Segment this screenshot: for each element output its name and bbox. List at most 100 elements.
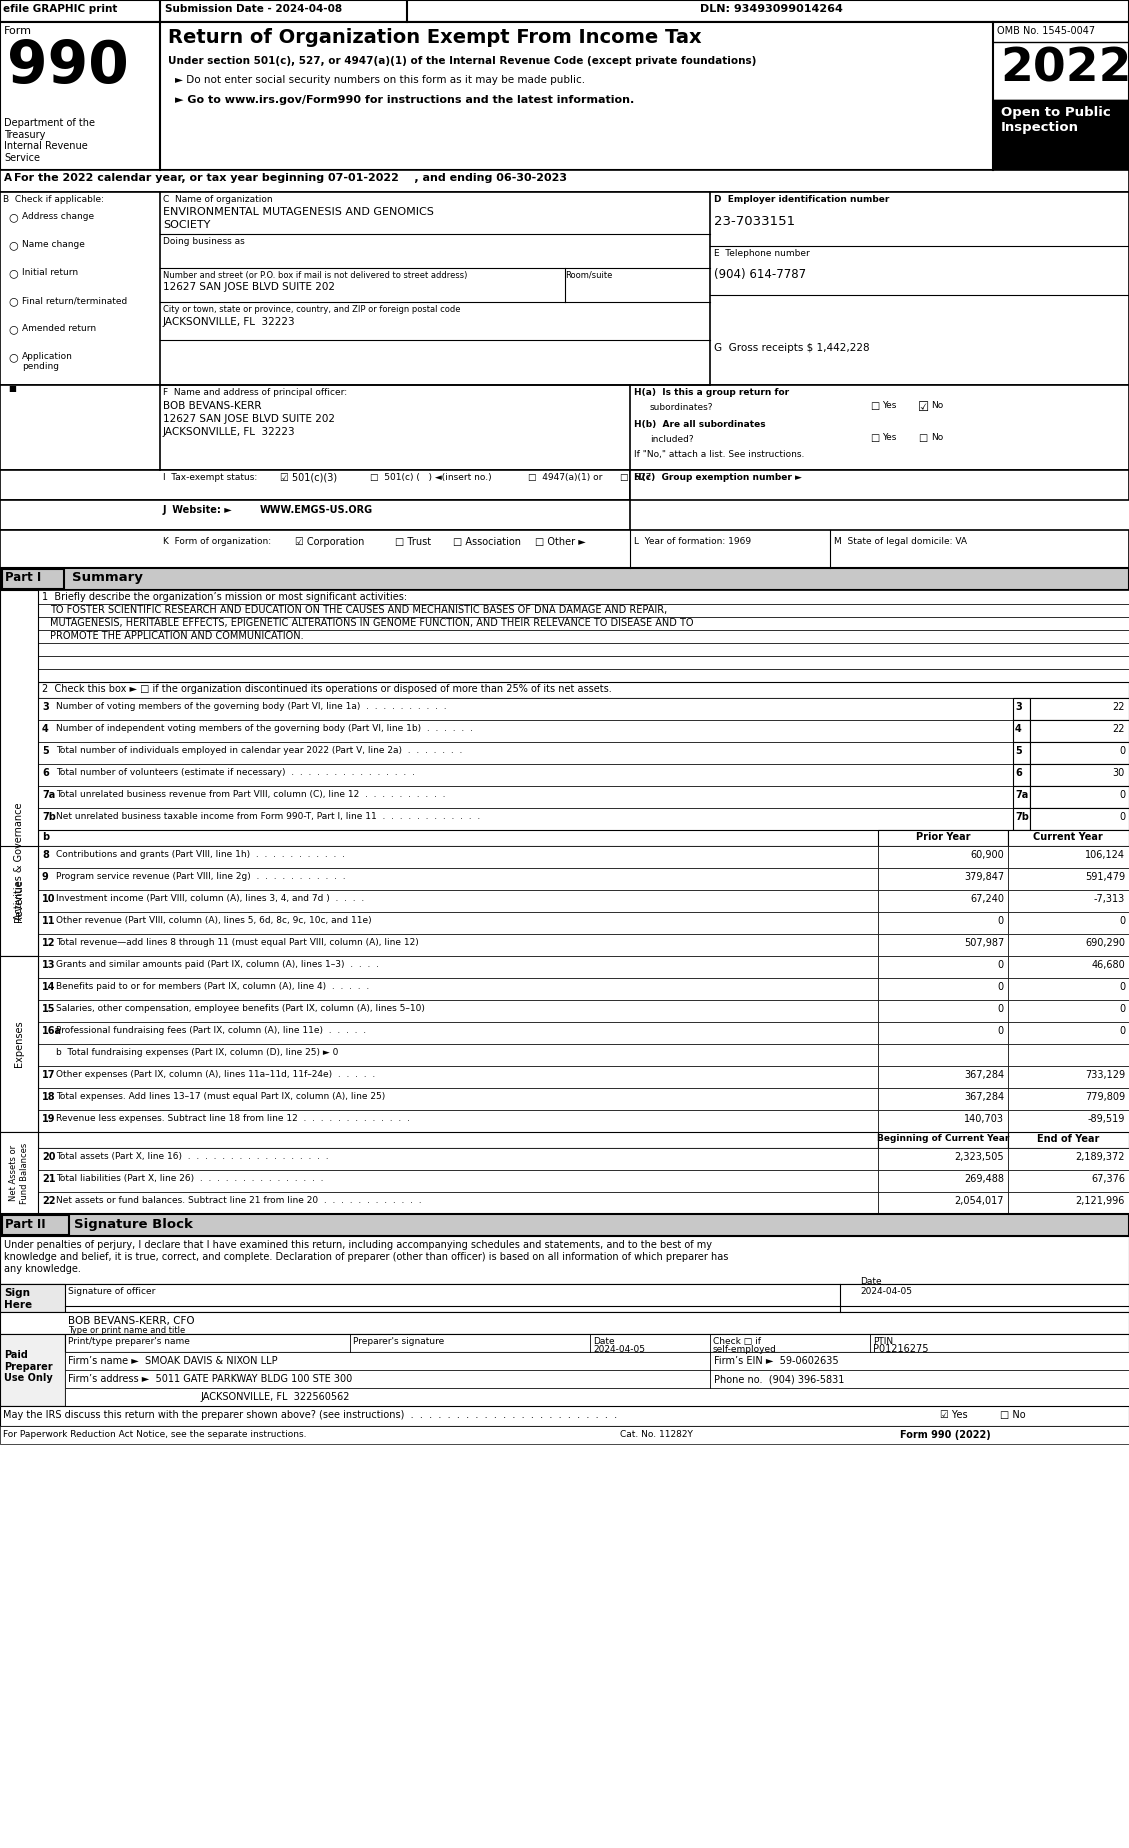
Text: Phone no.  (904) 396-5831: Phone no. (904) 396-5831 [714, 1375, 844, 1384]
Text: 11: 11 [42, 917, 55, 926]
Bar [0, 384, 1129, 469]
Bar [65, 1334, 1129, 1353]
Text: 1  Briefly describe the organization’s mission or most significant activities:: 1 Briefly describe the organization’s mi… [42, 591, 408, 602]
Bar [38, 643, 1129, 656]
Text: 690,290: 690,290 [1085, 939, 1124, 948]
Bar [38, 785, 1013, 808]
Bar [878, 830, 1008, 846]
Text: 990: 990 [7, 39, 129, 94]
Text: Activities & Governance: Activities & Governance [14, 802, 24, 920]
Bar [1013, 699, 1030, 721]
Bar [878, 1088, 1008, 1111]
Bar [1008, 869, 1129, 891]
Bar [1013, 830, 1030, 846]
Text: 2,323,505: 2,323,505 [954, 1151, 1004, 1162]
Bar [1013, 721, 1030, 743]
Text: ○: ○ [8, 213, 18, 222]
Bar [878, 1170, 1008, 1192]
Text: efile GRAPHIC print: efile GRAPHIC print [3, 4, 117, 15]
Bar [38, 808, 1013, 830]
Text: 591,479: 591,479 [1085, 872, 1124, 881]
Text: Firm’s name ►  SMOAK DAVIS & NIXON LLP: Firm’s name ► SMOAK DAVIS & NIXON LLP [68, 1356, 278, 1366]
Text: 6: 6 [42, 769, 49, 778]
Bar [1008, 1000, 1129, 1022]
Text: 60,900: 60,900 [970, 850, 1004, 859]
Bar [0, 1427, 1129, 1443]
Text: 0: 0 [998, 1026, 1004, 1037]
Text: 13: 13 [42, 959, 55, 970]
Text: May the IRS discuss this return with the preparer shown above? (see instructions: May the IRS discuss this return with the… [3, 1410, 618, 1419]
Bar [1030, 763, 1129, 785]
Text: Total liabilities (Part X, line 26)  .  .  .  .  .  .  .  .  .  .  .  .  .  .  .: Total liabilities (Part X, line 26) . . … [56, 1173, 324, 1183]
Text: Application
pending: Application pending [21, 351, 73, 371]
Text: 20: 20 [42, 1151, 55, 1162]
Text: 67,240: 67,240 [970, 894, 1004, 904]
Text: E  Telephone number: E Telephone number [714, 249, 809, 259]
Bar [2, 569, 64, 590]
Bar [878, 913, 1008, 933]
Text: Number of independent voting members of the governing body (Part VI, line 1b)  .: Number of independent voting members of … [56, 724, 473, 734]
Text: Summary: Summary [72, 571, 143, 584]
Bar [0, 0, 1129, 22]
Bar [1008, 955, 1129, 978]
Bar [0, 1284, 1129, 1312]
Bar [1008, 913, 1129, 933]
Text: included?: included? [650, 434, 693, 444]
Bar [1008, 933, 1129, 955]
Text: 5: 5 [1015, 747, 1022, 756]
Text: ► Go to www.irs.gov/Form990 for instructions and the latest information.: ► Go to www.irs.gov/Form990 for instruct… [175, 94, 634, 105]
Text: Total assets (Part X, line 16)  .  .  .  .  .  .  .  .  .  .  .  .  .  .  .  .  : Total assets (Part X, line 16) . . . . .… [56, 1151, 329, 1161]
Text: Benefits paid to or for members (Part IX, column (A), line 4)  .  .  .  .  .: Benefits paid to or for members (Part IX… [56, 981, 369, 991]
Bar [0, 1406, 1129, 1427]
Text: 7b: 7b [1015, 811, 1029, 822]
Text: 140,703: 140,703 [964, 1114, 1004, 1124]
Bar [1008, 1170, 1129, 1192]
Bar [38, 630, 1129, 643]
Bar [1008, 978, 1129, 1000]
Bar [0, 170, 1129, 192]
Text: Contributions and grants (Part VIII, line 1h)  .  .  .  .  .  .  .  .  .  .  .: Contributions and grants (Part VIII, lin… [56, 850, 345, 859]
Text: No: No [931, 432, 943, 442]
Text: 8: 8 [42, 850, 49, 859]
Text: JACKSONVILLE, FL  32223: JACKSONVILLE, FL 32223 [163, 427, 296, 436]
Text: 23-7033151: 23-7033151 [714, 214, 795, 227]
Bar [878, 869, 1008, 891]
Text: Yes: Yes [882, 401, 896, 410]
Text: Form: Form [5, 26, 32, 35]
Bar [994, 100, 1129, 170]
Bar [0, 1312, 1129, 1334]
Text: 0: 0 [998, 959, 1004, 970]
Text: 4: 4 [1015, 724, 1022, 734]
Bar [878, 1000, 1008, 1022]
Bar [1008, 1111, 1129, 1133]
Text: Preparer's signature: Preparer's signature [353, 1336, 444, 1345]
Text: Total number of individuals employed in calendar year 2022 (Part V, line 2a)  . : Total number of individuals employed in … [56, 747, 463, 756]
Bar [0, 501, 630, 530]
Text: 0: 0 [1119, 789, 1124, 800]
Bar [878, 978, 1008, 1000]
Bar [878, 891, 1008, 913]
Text: ENVIRONMENTAL MUTAGENESIS AND GENOMICS: ENVIRONMENTAL MUTAGENESIS AND GENOMICS [163, 207, 434, 216]
Text: G  Gross receipts $ 1,442,228: G Gross receipts $ 1,442,228 [714, 344, 869, 353]
Text: Part I: Part I [5, 571, 42, 584]
Text: Initial return: Initial return [21, 268, 78, 277]
Bar [0, 469, 630, 501]
Text: Revenue: Revenue [14, 880, 24, 922]
Text: □ Trust: □ Trust [395, 538, 431, 547]
Text: JACKSONVILLE, FL  322560562: JACKSONVILLE, FL 322560562 [200, 1392, 350, 1403]
Text: □ No: □ No [1000, 1410, 1025, 1419]
Text: (904) 614-7787: (904) 614-7787 [714, 268, 806, 281]
Text: 22: 22 [1112, 702, 1124, 711]
Text: Date: Date [860, 1277, 882, 1286]
Text: □  4947(a)(1) or: □ 4947(a)(1) or [528, 473, 603, 482]
Bar [38, 1192, 878, 1214]
Bar [1008, 1192, 1129, 1214]
Bar [38, 721, 1013, 743]
Text: 379,847: 379,847 [964, 872, 1004, 881]
Text: Open to Public
Inspection: Open to Public Inspection [1001, 105, 1111, 135]
Bar [0, 192, 1129, 384]
Bar [1008, 1088, 1129, 1111]
Text: Professional fundraising fees (Part IX, column (A), line 11e)  .  .  .  .  .: Professional fundraising fees (Part IX, … [56, 1026, 366, 1035]
Bar [38, 604, 1129, 617]
Text: knowledge and belief, it is true, correct, and complete. Declaration of preparer: knowledge and belief, it is true, correc… [5, 1251, 728, 1262]
